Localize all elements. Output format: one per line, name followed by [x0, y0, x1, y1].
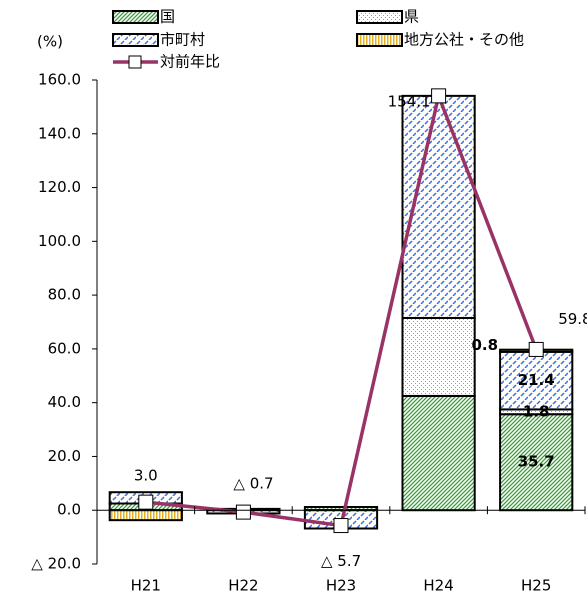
bar-segment — [401, 394, 476, 512]
y-tick-label: 40.0 — [48, 393, 81, 411]
line-marker — [138, 494, 154, 510]
data-label: 1.8 — [523, 402, 550, 420]
line-label: 59.8 — [558, 310, 587, 328]
legend-swatch — [112, 33, 159, 47]
legend-swatch — [112, 10, 159, 24]
legend-marker — [128, 55, 142, 69]
legend-label: 市町村 — [160, 31, 205, 49]
y-tick-label: 20.0 — [48, 447, 81, 465]
legend-label: 対前年比 — [160, 53, 220, 71]
line-label: △ 5.7 — [321, 552, 361, 570]
y-tick-label: 0.0 — [57, 501, 81, 519]
y-tick-label: 140.0 — [38, 124, 81, 142]
legend-label: 県 — [404, 8, 419, 26]
x-tick-label: H23 — [326, 577, 356, 595]
line-marker — [333, 518, 349, 534]
y-tick-label: 160.0 — [38, 71, 81, 89]
line-marker — [235, 504, 251, 520]
line-label: 3.0 — [134, 467, 158, 485]
bar-segment — [401, 316, 476, 397]
y-tick-label: 120.0 — [38, 178, 81, 196]
x-tick-label: H21 — [131, 577, 161, 595]
y-tick-label: 60.0 — [48, 339, 81, 357]
legend-label: 国 — [160, 8, 175, 26]
line-marker — [528, 341, 544, 357]
line — [145, 89, 538, 528]
unit-label: (%) — [37, 33, 63, 51]
legend-swatch — [356, 33, 403, 47]
x-tick-label: H24 — [423, 577, 453, 595]
data-label: 35.7 — [518, 453, 555, 471]
data-label: 21.4 — [518, 371, 555, 389]
bar-segment — [108, 509, 183, 522]
y-tick-label: 80.0 — [48, 286, 81, 304]
line-label: 154.1 — [388, 92, 431, 110]
legend-label: 地方公社・その他 — [404, 31, 524, 49]
data-label: 0.8 — [472, 336, 499, 354]
line-marker — [431, 88, 447, 104]
y-tick-label: △ 20.0 — [31, 555, 81, 573]
legend-swatch — [356, 10, 403, 24]
y-tick-label: 100.0 — [38, 232, 81, 250]
x-tick-label: H22 — [228, 577, 258, 595]
line-label: △ 0.7 — [233, 475, 273, 493]
x-tick-label: H25 — [521, 577, 551, 595]
